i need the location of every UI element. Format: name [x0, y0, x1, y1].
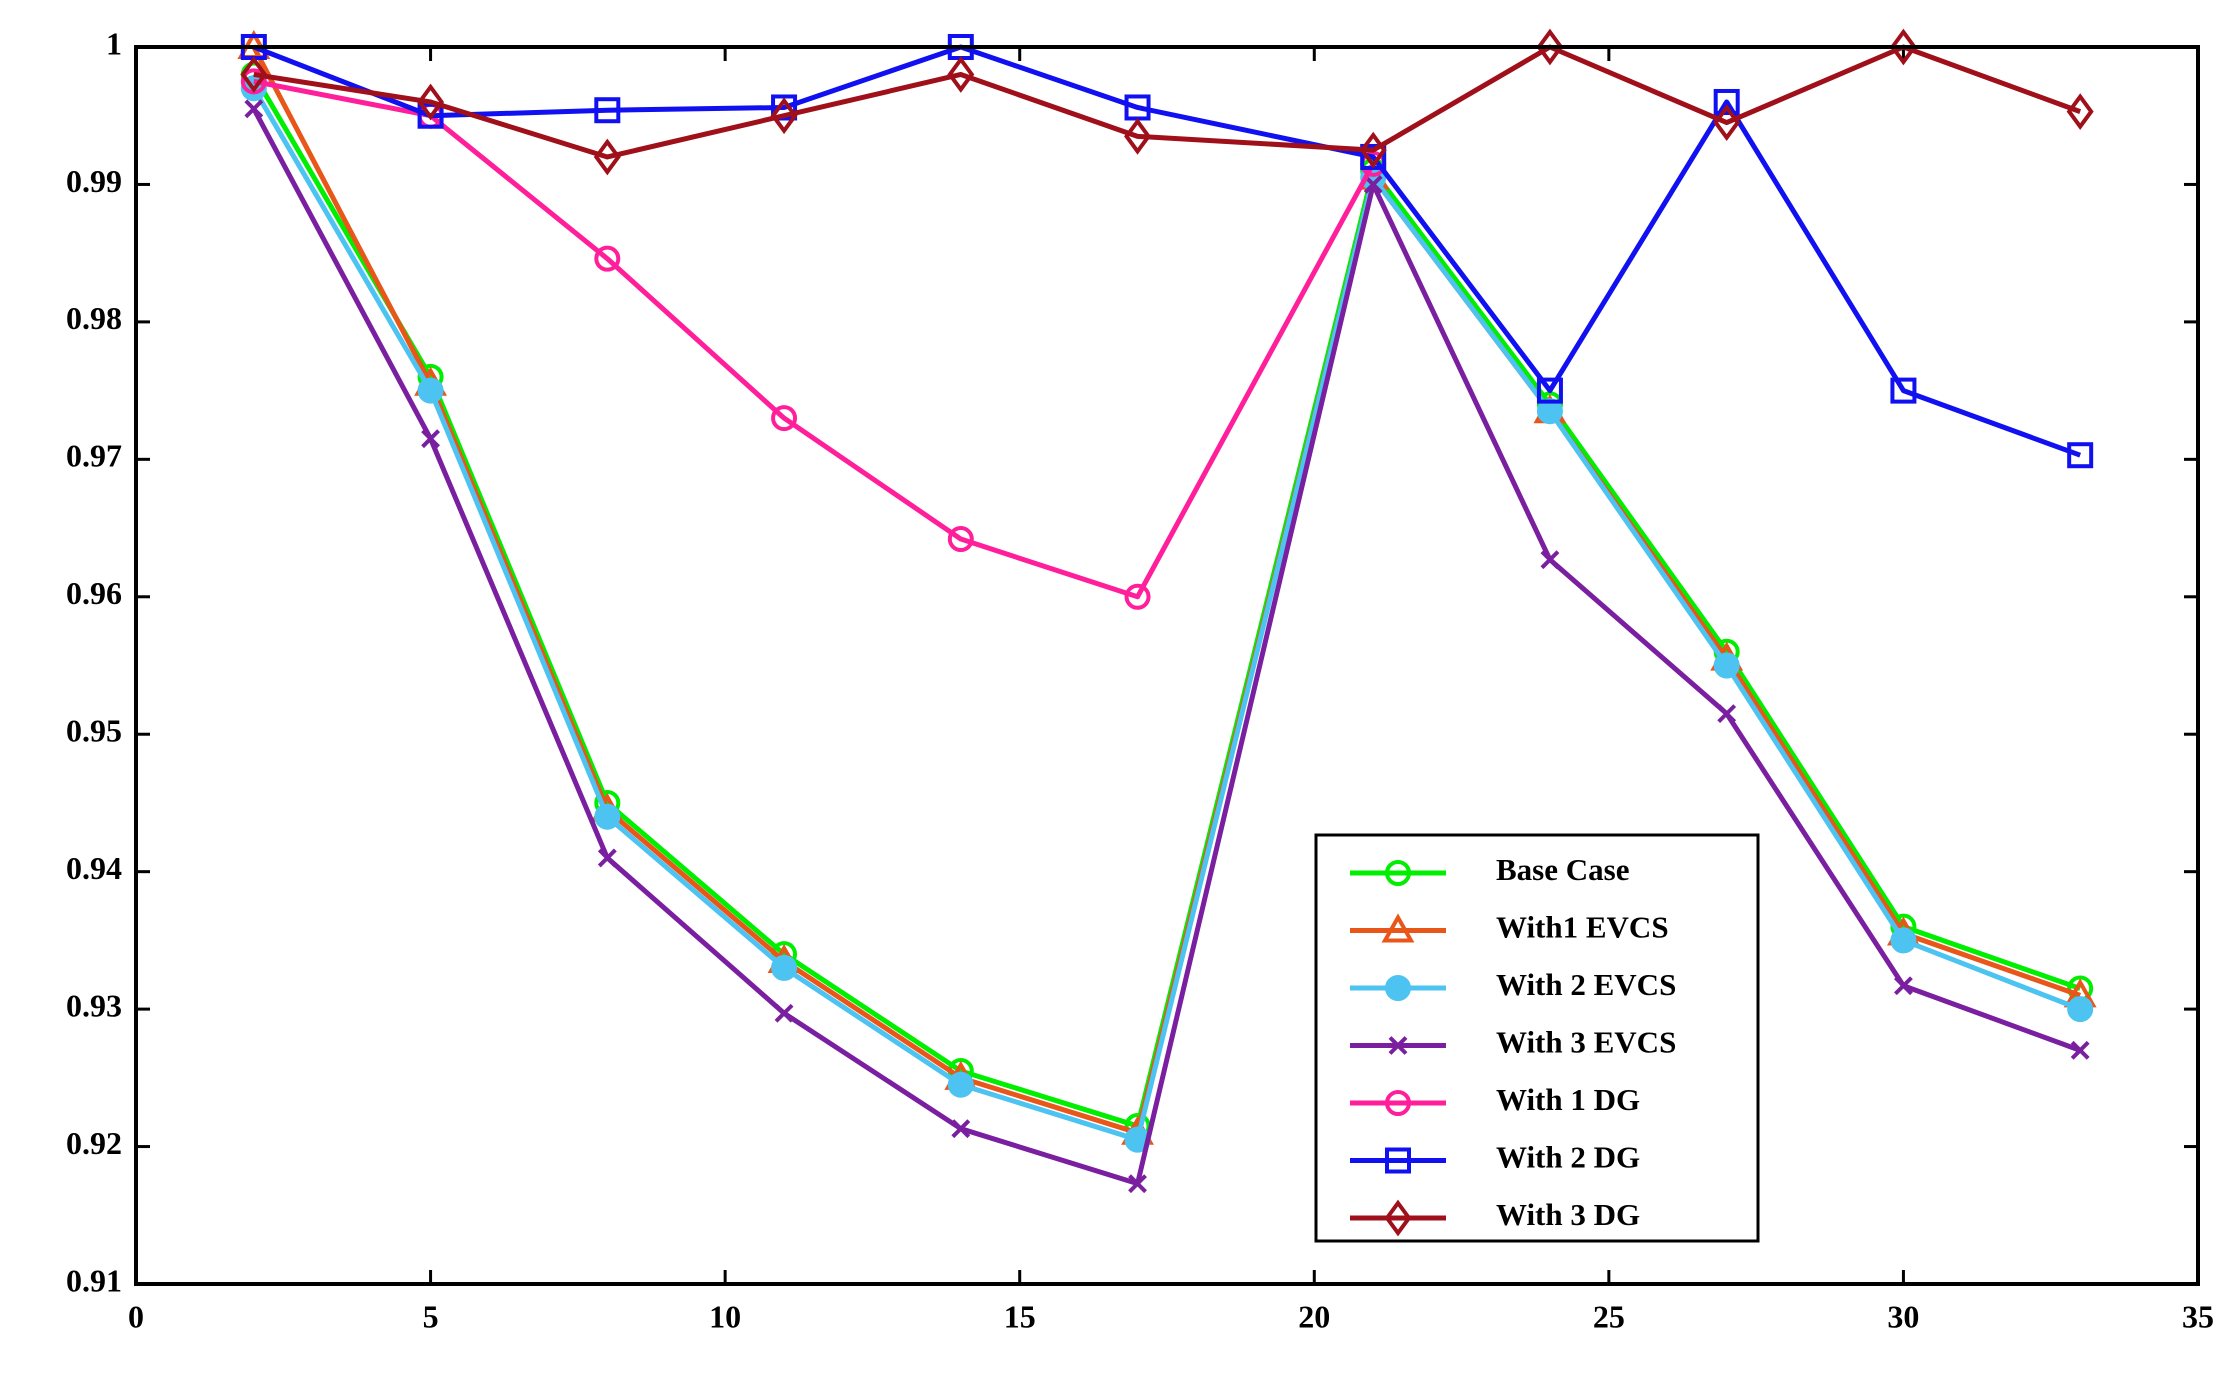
marker [1890, 377, 1917, 404]
x-tick-label: 0 [128, 1298, 144, 1334]
y-tick-label: 0.94 [66, 850, 122, 886]
marker [1385, 1090, 1411, 1116]
series-line [252, 44, 2082, 458]
series-line [251, 45, 2081, 1136]
y-tick-label: 0.98 [66, 300, 122, 336]
marker [593, 138, 621, 176]
marker [774, 1003, 794, 1023]
legend-label: With 3 EVCS [1496, 1025, 1676, 1060]
legend-label: With 1 DG [1496, 1082, 1640, 1117]
marker [947, 56, 975, 93]
marker [1128, 1174, 1147, 1194]
marker [597, 848, 617, 868]
marker [947, 1071, 974, 1098]
legend: Base Case With1 EVCS With 2 EVCS With 3 EVC… [1314, 833, 1760, 1243]
y-tick-label: 1 [106, 25, 122, 61]
y-tick-label: 0.91 [66, 1262, 122, 1298]
x-tick-label: 10 [709, 1298, 741, 1334]
x-tick-label: 30 [1887, 1298, 1919, 1334]
marker [417, 377, 444, 404]
legend-label: With 3 DG [1496, 1197, 1640, 1232]
marker [771, 94, 798, 121]
marker [2067, 996, 2094, 1023]
y-tick-label: 0.93 [66, 987, 122, 1023]
marker [421, 429, 440, 449]
marker [1713, 88, 1740, 115]
legend-label: Base Case [1496, 852, 1629, 887]
marker [1536, 28, 1564, 66]
marker [2070, 1040, 2090, 1060]
marker [1388, 1036, 1408, 1055]
y-tick-label: 0.92 [66, 1125, 122, 1161]
marker [1124, 117, 1152, 155]
marker [2067, 442, 2094, 469]
marker [1713, 104, 1741, 141]
x-tick-label: 20 [1298, 1298, 1330, 1334]
marker [1385, 1147, 1411, 1174]
marker [1385, 860, 1411, 886]
legend-label: With 2 EVCS [1496, 967, 1676, 1002]
y-tick-label: 0.97 [66, 438, 122, 474]
x-tick-label: 25 [1593, 1298, 1625, 1334]
legend-label: With 2 DG [1496, 1140, 1640, 1175]
y-tick-label: 0.96 [66, 575, 122, 611]
marker [1363, 175, 1383, 194]
legend-label: With1 EVCS [1496, 910, 1669, 945]
marker [417, 102, 444, 129]
marker [1384, 1199, 1412, 1237]
marker [1381, 913, 1415, 943]
marker [240, 56, 268, 93]
marker [1713, 652, 1740, 679]
x-tick-label: 5 [423, 1298, 439, 1334]
x-tick-label: 15 [1004, 1298, 1036, 1334]
marker [947, 526, 974, 553]
marker [1359, 131, 1387, 169]
marker [2066, 93, 2094, 130]
marker [1890, 927, 1917, 954]
marker [951, 1119, 971, 1139]
x-tick-label: 35 [2182, 1298, 2214, 1334]
series-line [253, 44, 2082, 160]
marker [244, 99, 264, 119]
marker [1540, 550, 1560, 570]
marker [771, 954, 798, 981]
marker [1894, 976, 1913, 996]
marker [770, 97, 798, 135]
series-line [253, 78, 1376, 600]
marker [1536, 377, 1563, 404]
y-tick-label: 0.99 [66, 163, 122, 199]
marker [771, 405, 798, 432]
marker [1385, 975, 1411, 1001]
marker [1124, 583, 1151, 610]
marker [417, 83, 445, 121]
marker [1889, 28, 1917, 66]
marker [1717, 704, 1737, 724]
marker [594, 803, 621, 830]
y-tick-label: 0.95 [66, 713, 122, 749]
marker [594, 245, 621, 272]
plot-frame [134, 45, 2200, 1286]
marker [594, 97, 621, 124]
